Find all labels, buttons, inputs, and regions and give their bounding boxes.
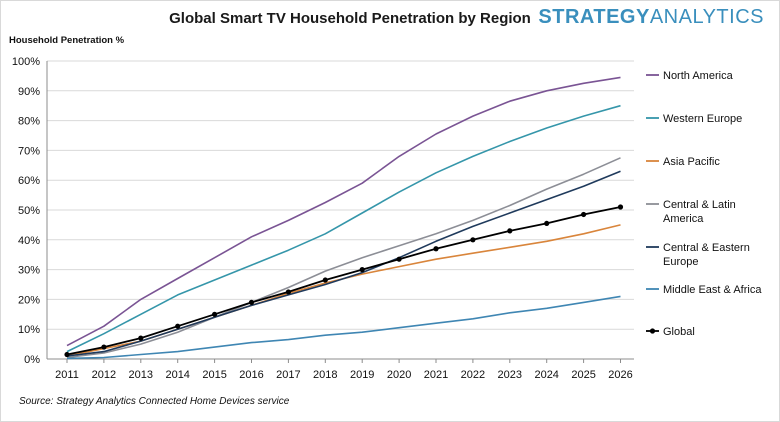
y-tick-label: 90% [18, 86, 40, 98]
y-tick-label: 100% [12, 56, 40, 68]
data-point [175, 323, 181, 329]
data-point [470, 237, 476, 243]
y-tick-label: 50% [18, 205, 40, 217]
y-tick-label: 10% [18, 324, 40, 336]
x-tick-label: 2015 [202, 369, 226, 381]
legend-label: Central & Eastern [663, 242, 750, 254]
data-point [617, 204, 624, 210]
data-point [285, 289, 291, 295]
y-axis-label: Household Penetration % [9, 35, 125, 46]
series-line-north-america [66, 76, 621, 347]
chart-title: Global Smart TV Household Penetration by… [169, 10, 531, 27]
source-note: Source: Strategy Analytics Connected Hom… [19, 396, 290, 407]
data-point [322, 277, 328, 283]
data-point [581, 211, 587, 218]
legend-label: Asia Pacific [663, 156, 720, 168]
y-tick-label: 80% [18, 116, 40, 128]
brand-name: STRATEGY [538, 6, 650, 28]
data-point [101, 344, 107, 350]
legend-label: Middle East & Africa [663, 284, 762, 296]
x-tick-label: 2022 [461, 369, 485, 381]
x-tick-label: 2013 [129, 369, 153, 381]
data-point [138, 335, 144, 341]
brand-name-2: ANALYTICS [649, 6, 764, 28]
data-point [248, 299, 255, 305]
x-tick-label: 2012 [92, 369, 116, 381]
y-tick-label: 70% [18, 145, 40, 157]
data-point [212, 311, 218, 317]
legend-label: America [663, 213, 704, 225]
y-tick-label: 20% [18, 294, 40, 306]
data-point [359, 267, 365, 273]
y-tick-label: 40% [18, 235, 40, 247]
x-tick-label: 2011 [55, 369, 79, 381]
legend-label: Central & Latin [663, 199, 736, 211]
y-tick-label: 60% [18, 175, 40, 187]
x-tick-label: 2024 [534, 369, 558, 381]
x-tick-label: 2026 [608, 369, 632, 381]
x-tick-label: 2021 [424, 369, 448, 381]
legend-label: North America [663, 70, 734, 82]
x-tick-label: 2025 [571, 369, 595, 381]
x-tick-label: 2020 [387, 369, 411, 381]
data-point [544, 220, 550, 227]
legend-label: Europe [663, 256, 698, 268]
series-line-central-latin-america [66, 157, 621, 359]
series-line-asia-pacific [66, 224, 621, 357]
data-point [433, 246, 439, 252]
brand-logo: STRATEGYANALYTICS [538, 6, 764, 29]
legend-marker [649, 328, 656, 334]
series-line-western-europe [66, 104, 621, 353]
legend-label: Global [663, 326, 695, 338]
x-tick-label: 2017 [276, 369, 300, 381]
series-line-middle-east-africa [66, 295, 621, 360]
series-line-global [66, 206, 621, 356]
data-point [507, 228, 513, 234]
data-point [396, 256, 402, 262]
x-tick-label: 2018 [313, 369, 337, 381]
x-tick-label: 2016 [239, 369, 263, 381]
data-point [64, 351, 70, 358]
legend-label: Western Europe [663, 113, 742, 125]
x-tick-label: 2019 [350, 369, 374, 381]
x-tick-label: 2023 [498, 369, 522, 381]
y-tick-label: 30% [18, 265, 40, 277]
y-tick-label: 0% [24, 354, 40, 366]
x-tick-label: 2014 [165, 369, 189, 381]
series-line-central-eastern-europe [66, 170, 621, 357]
